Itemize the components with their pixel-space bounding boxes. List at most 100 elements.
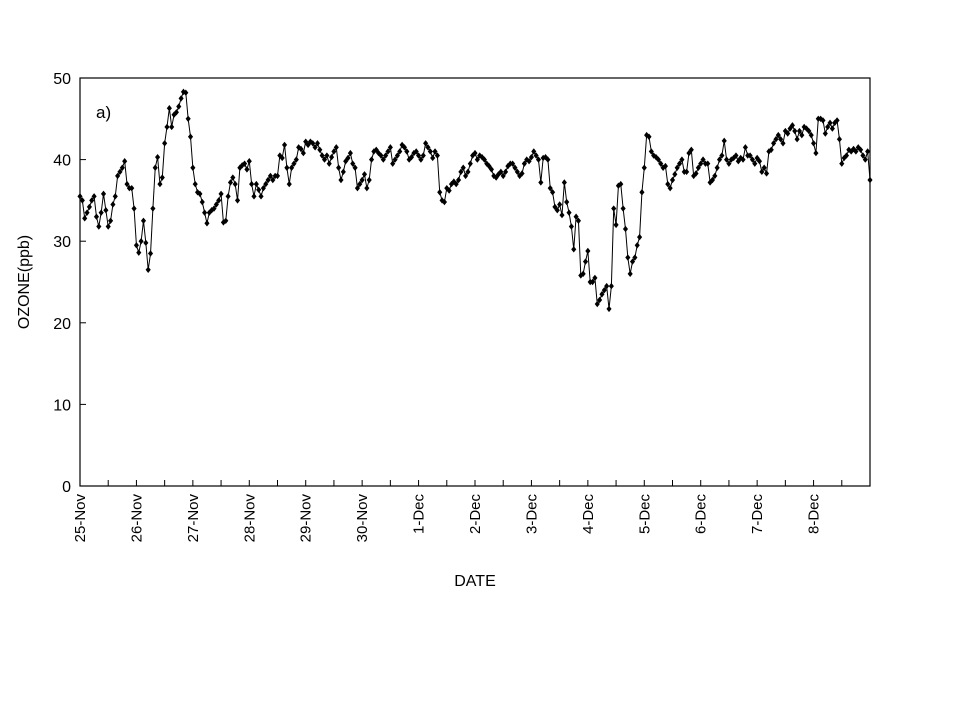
data-point — [434, 152, 440, 159]
data-point — [716, 156, 723, 163]
data-point — [550, 189, 556, 196]
data-point — [430, 154, 436, 162]
x-tick-label: 30-Nov — [354, 494, 371, 543]
data-point — [91, 193, 97, 200]
data-point — [216, 197, 222, 204]
data-point — [455, 176, 462, 184]
data-point — [112, 193, 118, 200]
data-point — [79, 197, 85, 204]
data-point — [284, 164, 290, 171]
data-point — [234, 197, 241, 204]
data-point — [359, 176, 365, 184]
data-point — [695, 164, 701, 171]
data-point — [808, 131, 814, 139]
data-point — [660, 164, 666, 171]
data-point — [256, 186, 262, 193]
data-point — [136, 249, 142, 256]
data-point — [338, 176, 344, 184]
data-point — [312, 144, 318, 151]
data-point — [387, 144, 393, 151]
x-tick-label: 4-Dec — [580, 494, 597, 535]
data-point — [246, 158, 252, 165]
data-point — [357, 180, 363, 188]
data-point — [573, 213, 579, 220]
data-point — [408, 153, 415, 161]
y-tick-label: 10 — [53, 397, 71, 414]
data-point — [265, 176, 271, 184]
data-point — [698, 160, 704, 167]
data-point — [173, 109, 179, 116]
data-point — [766, 148, 772, 155]
data-point — [131, 205, 137, 212]
data-point — [129, 184, 135, 192]
data-point — [747, 152, 753, 159]
data-point — [446, 187, 452, 194]
data-point — [597, 296, 603, 304]
data-point — [700, 156, 706, 163]
data-point — [138, 238, 144, 245]
data-point — [166, 104, 172, 112]
data-point — [771, 140, 777, 147]
data-point — [688, 146, 694, 154]
data-point — [728, 156, 734, 163]
data-point — [361, 171, 368, 178]
data-point — [756, 158, 763, 165]
data-point — [705, 160, 711, 167]
data-point — [319, 152, 325, 159]
data-point — [778, 136, 784, 143]
data-point — [479, 153, 485, 161]
data-point — [625, 254, 631, 261]
data-point — [510, 160, 516, 167]
data-point — [108, 217, 114, 224]
data-point — [110, 201, 116, 208]
data-point — [773, 136, 779, 143]
data-point — [176, 103, 182, 110]
data-point — [383, 152, 389, 159]
data-point — [733, 152, 739, 159]
data-point — [578, 272, 584, 279]
data-point — [599, 291, 605, 298]
data-point — [724, 156, 730, 163]
data-point — [423, 140, 429, 147]
x-axis-title: DATE — [454, 573, 495, 590]
data-point — [561, 179, 567, 186]
data-point — [345, 154, 351, 162]
data-point — [385, 148, 391, 155]
data-point — [192, 180, 198, 188]
data-point — [317, 146, 323, 154]
data-point — [860, 152, 866, 159]
series-line — [79, 91, 871, 309]
data-point — [585, 247, 591, 255]
data-point — [547, 184, 553, 192]
data-point — [794, 136, 800, 143]
y-tick-label: 30 — [53, 234, 71, 251]
data-point — [825, 123, 831, 131]
data-point — [545, 156, 551, 163]
data-point — [571, 246, 577, 253]
data-point — [592, 274, 598, 282]
data-point — [218, 190, 224, 198]
data-point — [279, 154, 285, 162]
data-point — [100, 190, 107, 198]
data-point — [274, 172, 281, 180]
data-point — [648, 148, 654, 155]
data-point — [244, 166, 250, 173]
data-point — [669, 176, 676, 184]
data-point — [463, 172, 469, 180]
data-point — [639, 189, 645, 196]
data-point — [103, 206, 109, 214]
data-point — [827, 119, 833, 127]
data-point — [93, 213, 100, 220]
data-point — [768, 146, 774, 154]
data-point — [672, 171, 678, 178]
data-point — [481, 156, 487, 163]
data-point — [242, 160, 248, 167]
data-point — [258, 193, 264, 200]
data-point — [488, 166, 495, 173]
data-point — [286, 180, 292, 188]
data-point — [169, 123, 175, 131]
data-point — [498, 168, 504, 176]
data-point — [721, 137, 727, 145]
data-point — [622, 225, 629, 233]
data-point — [517, 172, 523, 180]
